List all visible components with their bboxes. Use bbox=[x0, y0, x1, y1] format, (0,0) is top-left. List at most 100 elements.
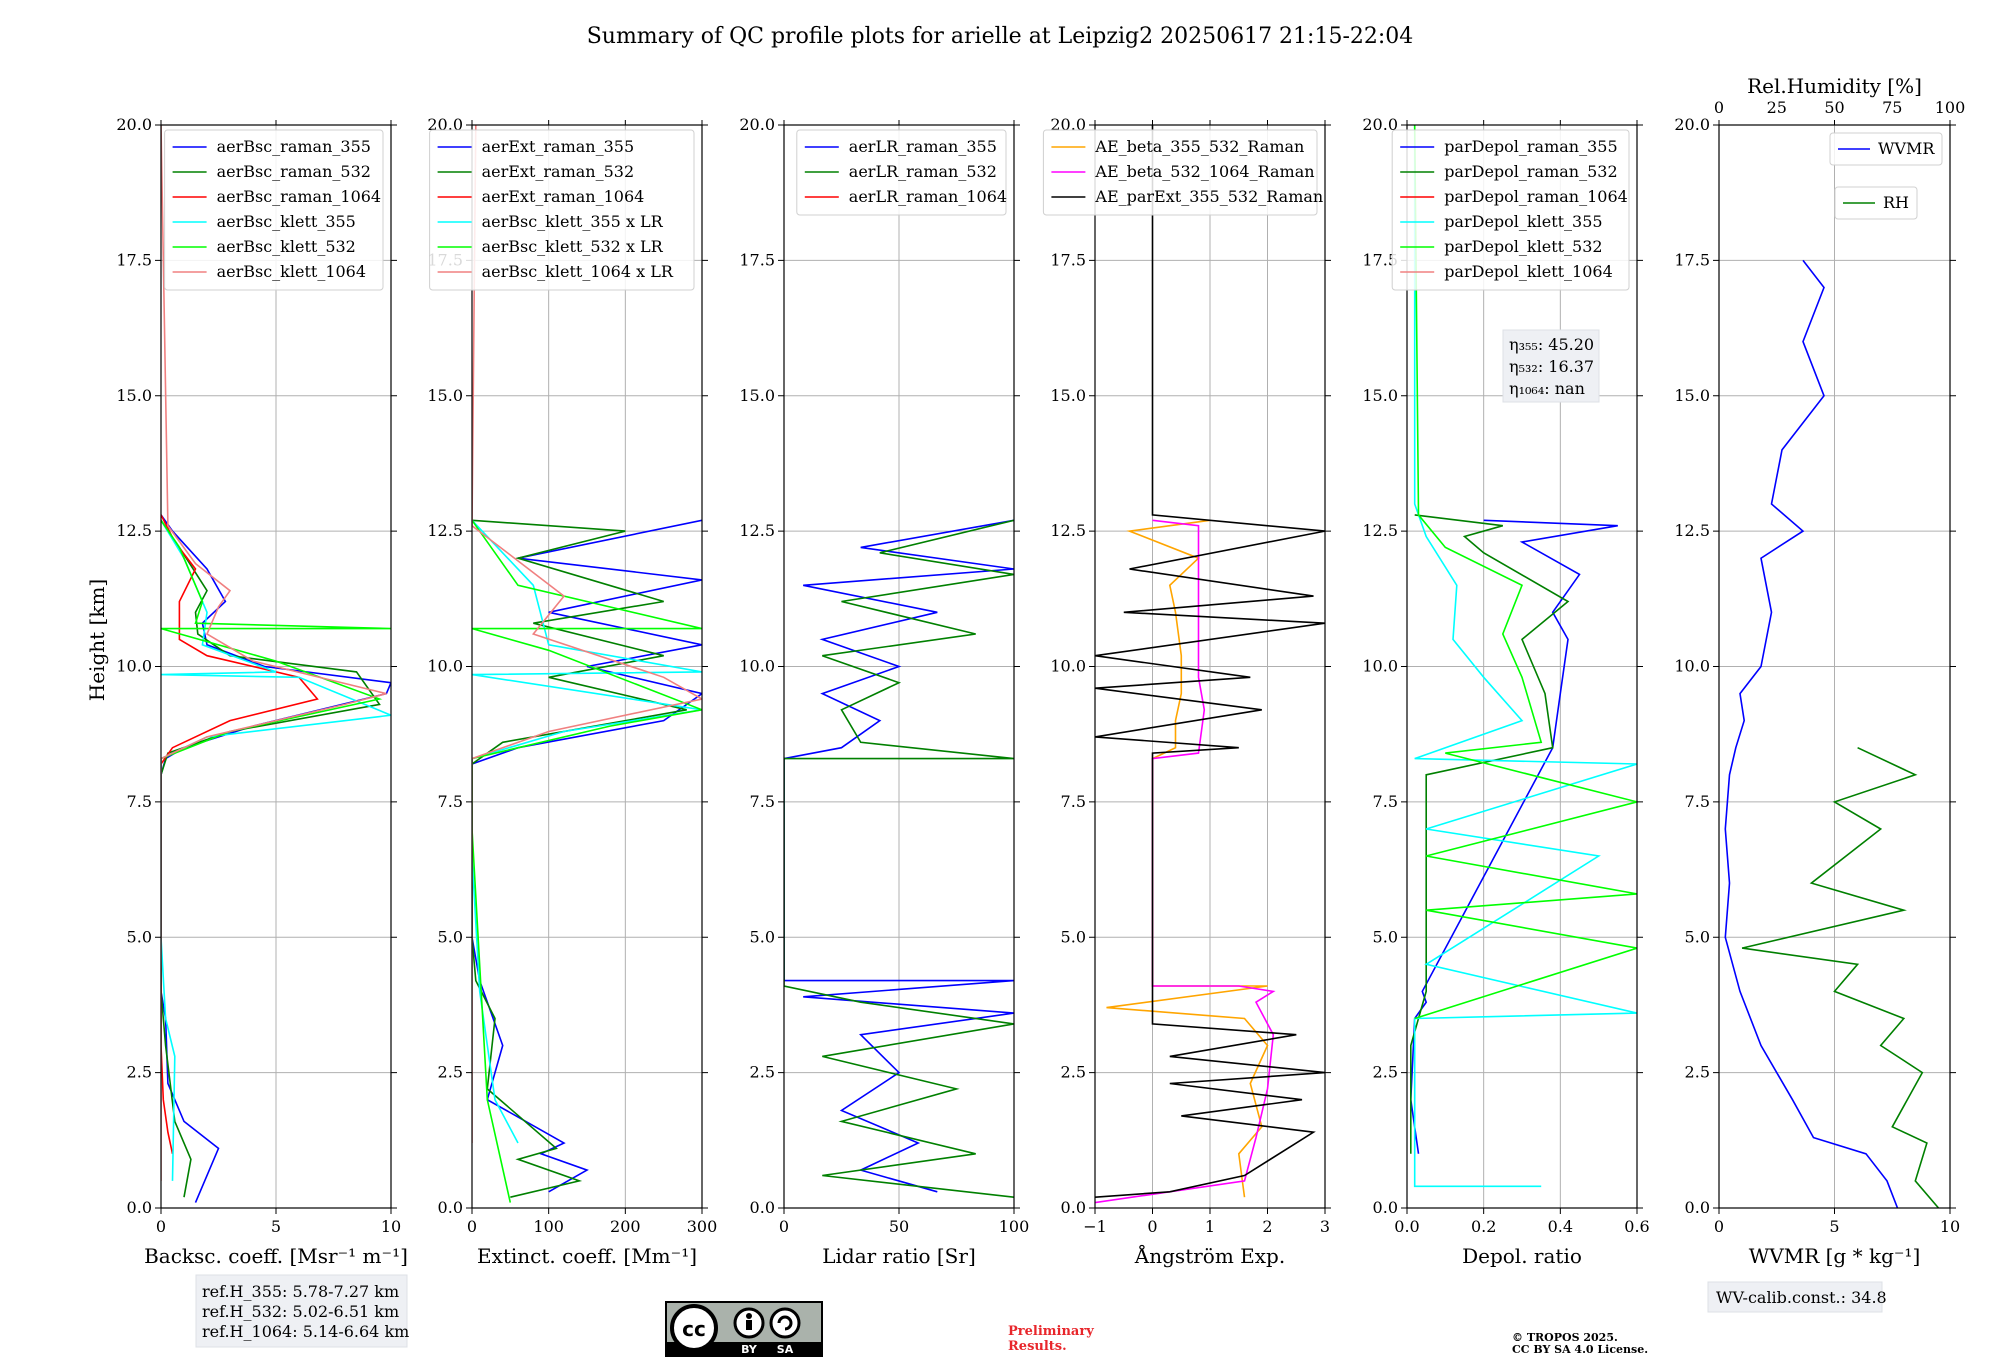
series-line-AE_parExt_355_532_Raman bbox=[1095, 125, 1325, 1198]
x-tick-label: 1 bbox=[1205, 1217, 1215, 1236]
x-axis-label: Lidar ratio [Sr] bbox=[822, 1244, 976, 1268]
y-tick-label: 0.0 bbox=[1373, 1198, 1398, 1217]
y-tick-label: 17.5 bbox=[1050, 250, 1086, 269]
legend-label: AE_beta_355_532_Raman bbox=[1094, 137, 1304, 156]
y-tick-label: 5.0 bbox=[1685, 927, 1710, 946]
preliminary-line-1: Preliminary bbox=[1008, 1324, 1094, 1339]
legend-label: aerExt_raman_532 bbox=[482, 162, 635, 181]
y-tick-label: 15.0 bbox=[1674, 386, 1710, 405]
x-tick-label: 100 bbox=[999, 1217, 1030, 1236]
legend-box bbox=[164, 129, 384, 291]
series-line-WVMR bbox=[1724, 259, 1899, 1208]
y-tick-label: 0.0 bbox=[1685, 1198, 1710, 1217]
x-tick-label: 0.2 bbox=[1471, 1217, 1496, 1236]
y-tick-label: 0.0 bbox=[127, 1198, 152, 1217]
x-axis-label: Backsc. coeff. [Msr⁻¹ m⁻¹] bbox=[144, 1244, 408, 1268]
x-axis-label: Depol. ratio bbox=[1462, 1244, 1582, 1268]
y-tick-label: 15.0 bbox=[116, 386, 152, 405]
y-tick-label: 20.0 bbox=[1362, 115, 1398, 134]
series-line-aerBsc_klett_1064 x LR bbox=[472, 125, 702, 1143]
legend-label: aerLR_raman_532 bbox=[849, 162, 997, 181]
y-tick-label: 7.5 bbox=[438, 792, 463, 811]
legend-label: AE_beta_532_1064_Raman bbox=[1094, 162, 1314, 181]
series-line-RH bbox=[1741, 746, 1940, 1208]
panel-depol: 0.0 2.5 5.0 7.5 10.0 12.5 15.0 17.5 20.0 0.0 0.2 0.… bbox=[1362, 115, 1649, 1268]
y-tick-label: 10.0 bbox=[427, 657, 463, 676]
panel-extinction: 0.02.55.07.510.012.515.017.520.001002003… bbox=[427, 115, 717, 1268]
series-line-parDepol_raman_532 bbox=[1410, 514, 1570, 1154]
ref-height-355: ref.H_355: 5.78-7.27 km bbox=[202, 1282, 399, 1301]
ref-heights-box: ref.H_355: 5.78-7.27 km ref.H_532: 5.02-… bbox=[195, 1274, 409, 1348]
series-line-aerBsc_klett_532 bbox=[161, 519, 391, 760]
x-axis-label: Ångström Exp. bbox=[1134, 1243, 1285, 1268]
series-line-aerLR_raman_532 bbox=[784, 519, 1014, 1198]
legend-label: parDepol_raman_355 bbox=[1444, 137, 1617, 156]
y-tick-label: 2.5 bbox=[438, 1063, 463, 1082]
y-tick-label: 0.0 bbox=[438, 1198, 463, 1217]
y-tick-label: 5.0 bbox=[1061, 927, 1086, 946]
legend-box bbox=[1391, 129, 1630, 291]
y-tick-label: 12.5 bbox=[1362, 521, 1398, 540]
series-line-aerExt_raman_355 bbox=[472, 519, 702, 1193]
annotation-line: η₁₀₆₄: nan bbox=[1509, 379, 1585, 398]
y-tick-label: 10.0 bbox=[739, 657, 775, 676]
y-tick-label: 2.5 bbox=[1685, 1063, 1710, 1082]
preliminary-line-2: Results. bbox=[1008, 1339, 1067, 1354]
y-tick-label: 15.0 bbox=[1362, 386, 1398, 405]
y-tick-label: 5.0 bbox=[127, 927, 152, 946]
y-tick-label: 2.5 bbox=[127, 1063, 152, 1082]
y-tick-label: 7.5 bbox=[750, 792, 775, 811]
wv-calib-box: WV-calib.const.: 34.8 bbox=[1707, 1281, 1887, 1313]
legend-box bbox=[429, 129, 695, 291]
series-line-aerLR_raman_355 bbox=[784, 519, 1014, 1193]
x-tick-label: 0 bbox=[467, 1217, 477, 1236]
y-tick-label: 15.0 bbox=[739, 386, 775, 405]
y-tick-label: 10.0 bbox=[1050, 657, 1086, 676]
series-line-aerBsc_klett_1064 bbox=[161, 125, 387, 1181]
y-tick-label: 15.0 bbox=[427, 386, 463, 405]
legend-label: parDepol_klett_355 bbox=[1444, 212, 1602, 231]
x2-tick-label: 0 bbox=[1714, 98, 1724, 117]
y-axis-label: Height [km] bbox=[85, 579, 109, 701]
x-tick-label: 10 bbox=[381, 1217, 401, 1236]
series-line-aerBsc_raman_532 bbox=[161, 519, 381, 1198]
y-tick-label: 2.5 bbox=[1373, 1063, 1398, 1082]
y-tick-label: 12.5 bbox=[116, 521, 152, 540]
legend-box bbox=[1042, 129, 1318, 216]
y-tick-label: 15.0 bbox=[1050, 386, 1086, 405]
legend-label: aerExt_raman_1064 bbox=[482, 187, 645, 206]
panel-wvmr: 0.02.55.07.510.012.515.017.520.00 5 10WVMR… bbox=[1674, 74, 1965, 1268]
legend-label: aerBsc_klett_355 x LR bbox=[482, 212, 664, 231]
x-tick-label: 200 bbox=[610, 1217, 641, 1236]
x-tick-label: 5 bbox=[1829, 1217, 1839, 1236]
x2-tick-label: 25 bbox=[1767, 98, 1787, 117]
panel-angstrom: 0.0 2.5 5.0 7.5 10.0 12.5 15.0 17.5 20.0 −1 0 1 2 3 Ån… bbox=[1042, 115, 1331, 1268]
ref-height-1064: ref.H_1064: 5.14-6.64 km bbox=[202, 1322, 409, 1341]
y-tick-label: 17.5 bbox=[116, 250, 152, 269]
y-tick-label: 5.0 bbox=[438, 927, 463, 946]
y-tick-label: 2.5 bbox=[750, 1063, 775, 1082]
annotation-box bbox=[1502, 329, 1600, 403]
y-tick-label: 10.0 bbox=[1674, 657, 1710, 676]
y-tick-label: 5.0 bbox=[1373, 927, 1398, 946]
annotation-line: η₅₃₂: 16.37 bbox=[1509, 357, 1594, 376]
y-tick-label: 20.0 bbox=[1050, 115, 1086, 134]
series-line-AE_beta_532_1064_Raman bbox=[1095, 519, 1276, 1204]
y-tick-label: 20.0 bbox=[1674, 115, 1710, 134]
x2-tick-label: 50 bbox=[1824, 98, 1844, 117]
x-tick-label: 10 bbox=[1940, 1217, 1960, 1236]
svg-text:cc: cc bbox=[682, 1317, 706, 1341]
legend-box bbox=[1829, 132, 1943, 166]
legend-label: aerBsc_raman_355 bbox=[217, 137, 371, 156]
y-tick-label: 12.5 bbox=[1674, 521, 1710, 540]
legend-label: parDepol_klett_1064 bbox=[1444, 262, 1613, 281]
y-tick-label: 12.5 bbox=[1050, 521, 1086, 540]
series-line-aerBsc_klett_532 x LR bbox=[472, 519, 702, 1203]
legend-label: aerLR_raman_1064 bbox=[849, 187, 1007, 206]
x-tick-label: 5 bbox=[271, 1217, 281, 1236]
x2-axis-label: Rel.Humidity [%] bbox=[1747, 74, 1922, 98]
cc-icon bbox=[670, 1304, 718, 1352]
legend-label: aerBsc_klett_532 bbox=[217, 237, 356, 256]
panels: 0.02.55.07.510.012.515.017.520.00 5 10Back… bbox=[116, 74, 1965, 1268]
